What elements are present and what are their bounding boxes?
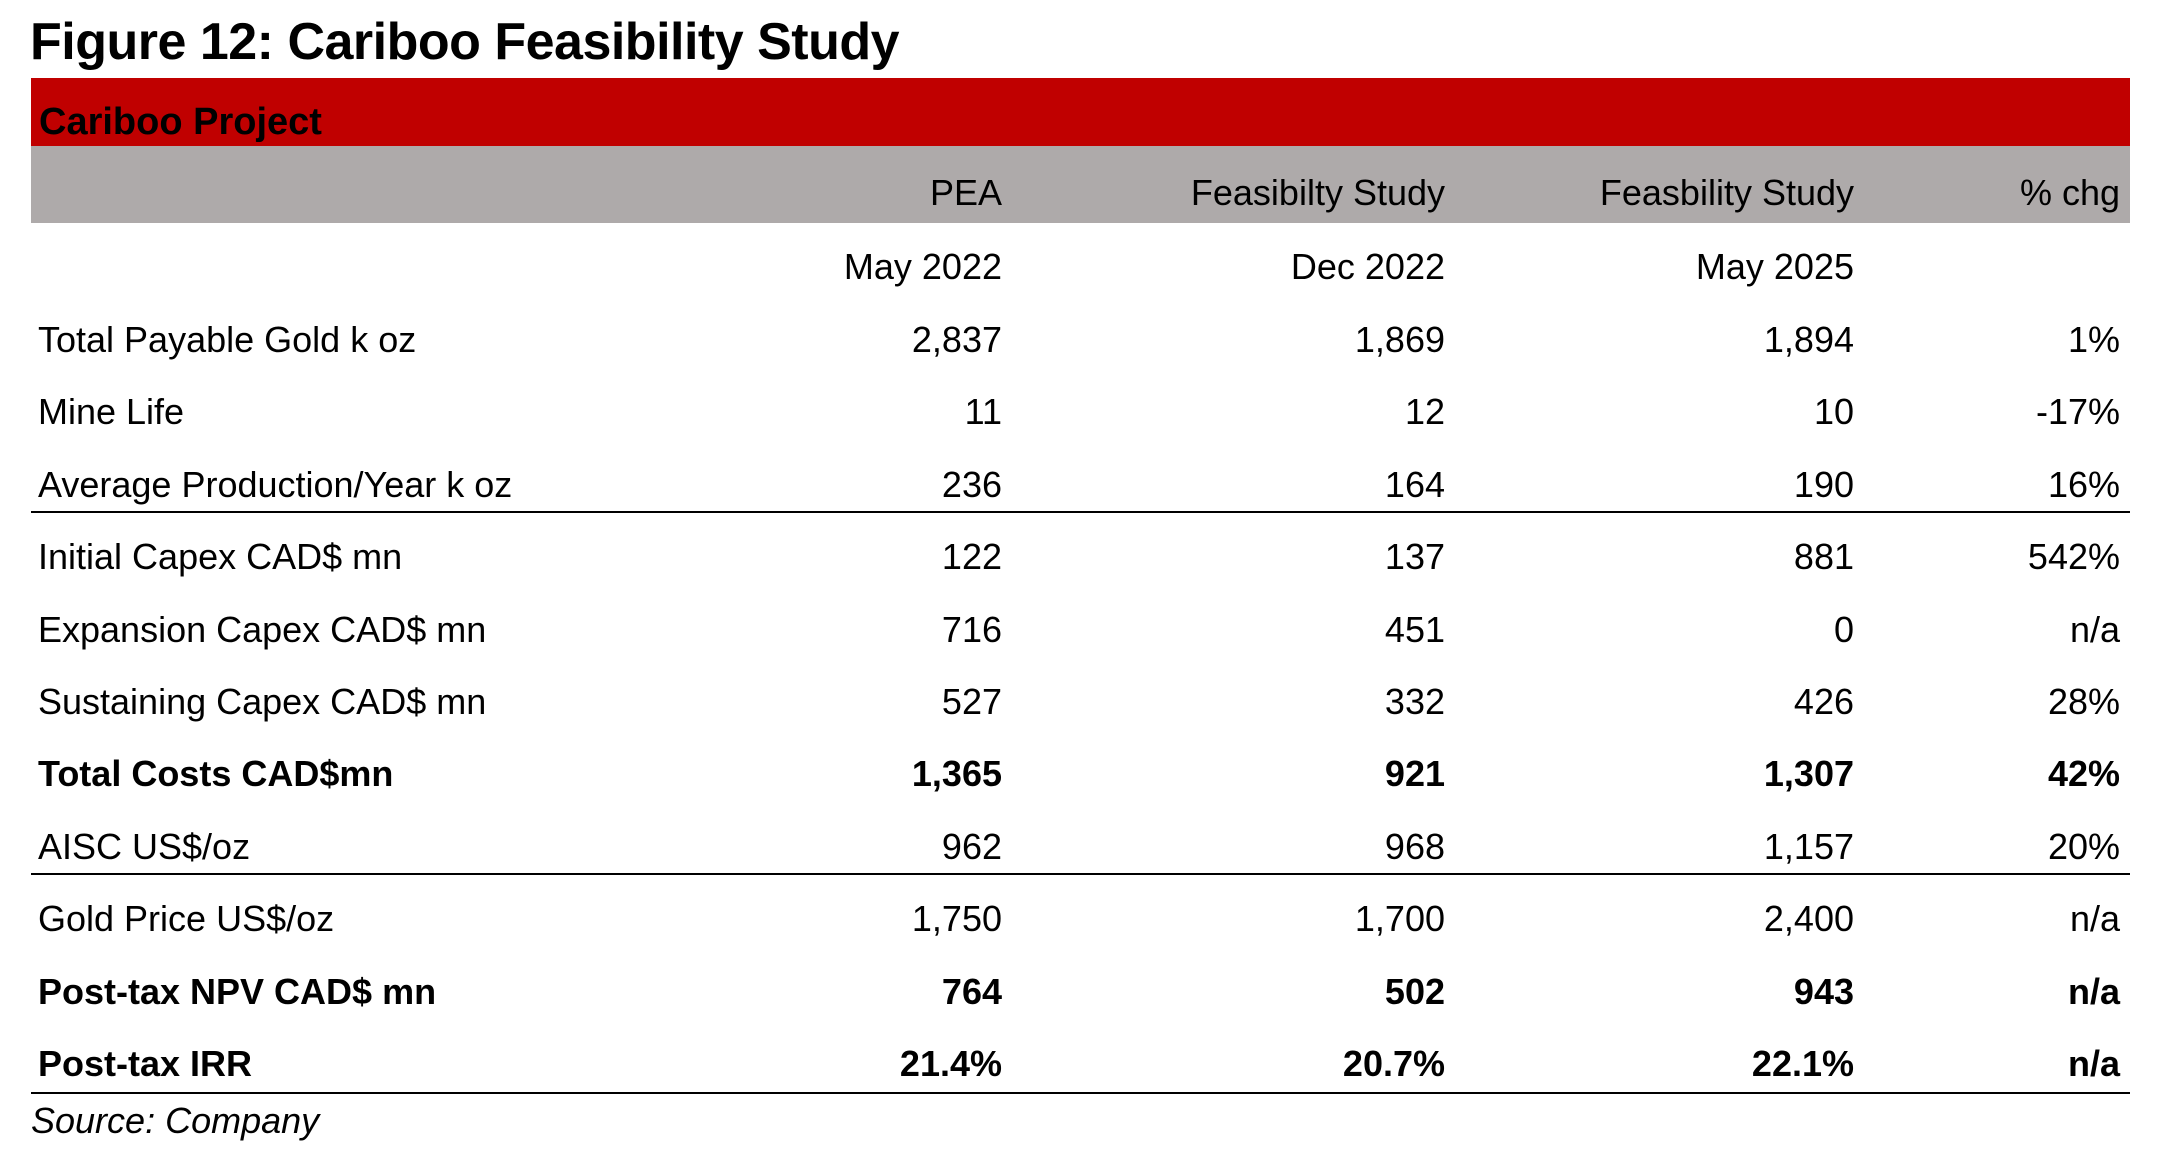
table-row: Total Payable Gold k oz 2,837 1,869 1,894 1% <box>31 305 2130 377</box>
column-header-fs-2022: Feasibilty Study <box>1190 172 1445 213</box>
section-header-band: Cariboo Project <box>31 78 2130 146</box>
cell-value: 451 <box>1384 608 1445 650</box>
table-row: Expansion Capex CAD$ mn 716 451 0 n/a <box>31 595 2130 667</box>
cell-value: 1,700 <box>1354 898 1445 940</box>
cell-value: 502 <box>1384 970 1445 1012</box>
cell-value: 1,157 <box>1763 825 1854 867</box>
cell-value: 2,400 <box>1763 898 1854 940</box>
row-label: Expansion Capex CAD$ mn <box>38 608 487 650</box>
date-fs-2022: Dec 2022 <box>1290 246 1445 287</box>
cell-value: 881 <box>1793 536 1854 578</box>
cell-value: 0 <box>1833 608 1854 650</box>
cell-value: 20% <box>2047 825 2120 867</box>
row-label: Mine Life <box>38 391 185 433</box>
cell-value: 716 <box>941 608 1002 650</box>
section-title: Cariboo Project <box>39 101 322 143</box>
cell-value: 21.4% <box>899 1043 1002 1084</box>
cell-value: 1,750 <box>911 898 1002 940</box>
column-header-pct-chg: % chg <box>2019 172 2120 213</box>
cell-value: 22.1% <box>1751 1043 1854 1084</box>
cell-value: 236 <box>941 463 1002 505</box>
column-header-band <box>31 146 2130 223</box>
cell-value: 2,837 <box>911 319 1002 360</box>
table-row: Mine Life 11 12 10 -17% <box>31 377 2130 449</box>
cell-value: 42% <box>2047 753 2120 795</box>
cell-value: n/a <box>2069 898 2120 940</box>
cell-value: 122 <box>941 536 1002 578</box>
cell-value: 332 <box>1384 681 1445 722</box>
divider <box>31 873 2130 875</box>
cell-value: 1,869 <box>1354 319 1445 360</box>
cell-value: 764 <box>941 970 1002 1012</box>
table-row: Gold Price US$/oz 1,750 1,700 2,400 n/a <box>31 884 2130 956</box>
row-label: Total Payable Gold k oz <box>38 319 417 360</box>
cell-value: n/a <box>2067 1043 2120 1084</box>
row-label: Post-tax IRR <box>38 1043 253 1084</box>
table-row: Total Costs CAD$mn 1,365 921 1,307 42% <box>31 739 2130 811</box>
cell-value: 1,307 <box>1763 753 1854 795</box>
cell-value: 921 <box>1384 753 1445 795</box>
column-headers: PEA Feasibilty Study Feasbility Study % … <box>31 160 2130 220</box>
column-header-fs-2025: Feasbility Study <box>1599 172 1854 213</box>
cell-value: -17% <box>2035 391 2120 433</box>
cell-value: 426 <box>1793 681 1854 722</box>
cell-value: 12 <box>1404 391 1445 433</box>
table-row: Post-tax NPV CAD$ mn 764 502 943 n/a <box>31 957 2130 1029</box>
table-row: Initial Capex CAD$ mn 122 137 881 542% <box>31 522 2130 594</box>
cell-value: 11 <box>964 391 1002 433</box>
cell-value: 16% <box>2047 463 2120 505</box>
cell-value: 1% <box>2067 319 2120 360</box>
row-label: Initial Capex CAD$ mn <box>38 536 403 578</box>
table-row: Sustaining Capex CAD$ mn 527 332 426 28% <box>31 667 2130 739</box>
row-label: Sustaining Capex CAD$ mn <box>38 681 487 722</box>
cell-value: 542% <box>2027 536 2120 578</box>
figure-title: Figure 12: Cariboo Feasibility Study <box>30 13 900 71</box>
cell-value: 943 <box>1793 970 1854 1012</box>
divider <box>31 511 2130 513</box>
cell-value: 1,894 <box>1763 319 1854 360</box>
cell-value: n/a <box>2069 608 2120 650</box>
cell-value: n/a <box>2067 970 2120 1012</box>
date-pea: May 2022 <box>843 246 1002 287</box>
cell-value: 527 <box>941 681 1002 722</box>
cell-value: 164 <box>1384 463 1445 505</box>
cell-value: 20.7% <box>1342 1043 1445 1084</box>
cell-value: 137 <box>1384 536 1445 578</box>
row-label: AISC US$/oz <box>38 825 251 867</box>
row-label: Average Production/Year k oz <box>38 463 513 505</box>
date-row: May 2022 Dec 2022 May 2025 <box>31 232 2130 304</box>
table-row: Average Production/Year k oz 236 164 190 16% <box>31 450 2130 522</box>
cell-value: 968 <box>1384 825 1445 867</box>
source-note: Source: Company <box>31 1100 320 1141</box>
cell-value: 1,365 <box>911 753 1002 795</box>
table-row: AISC US$/oz 962 968 1,157 20% <box>31 812 2130 884</box>
cell-value: 28% <box>2047 681 2120 722</box>
row-label: Total Costs CAD$mn <box>38 753 394 795</box>
cell-value: 10 <box>1813 391 1854 433</box>
row-label: Post-tax NPV CAD$ mn <box>38 970 437 1012</box>
date-fs-2025: May 2025 <box>1695 246 1854 287</box>
row-label: Gold Price US$/oz <box>38 898 335 940</box>
cell-value: 962 <box>941 825 1002 867</box>
divider <box>31 1092 2130 1094</box>
cell-value: 190 <box>1793 463 1854 505</box>
table-row: Post-tax IRR 21.4% 20.7% 22.1% n/a <box>31 1029 2130 1101</box>
column-header-pea: PEA <box>929 172 1002 213</box>
